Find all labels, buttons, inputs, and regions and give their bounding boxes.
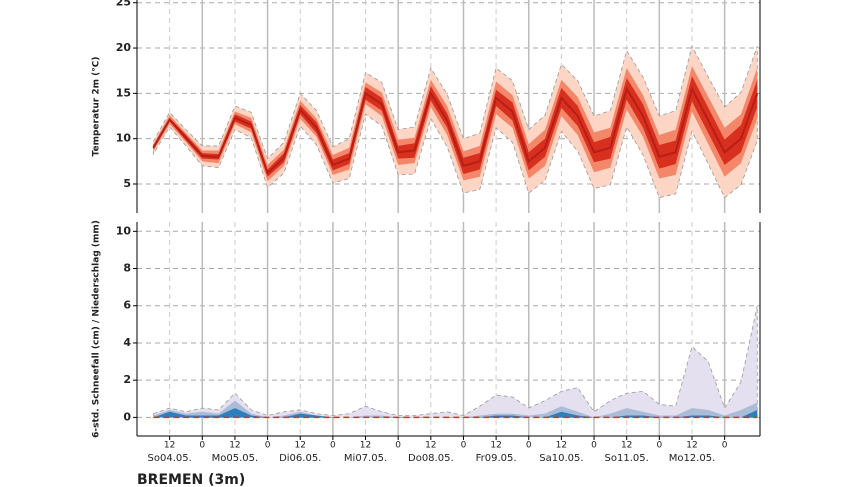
day-label: Mo05.05. [212,453,259,464]
y-tick-label: 4 [123,336,131,349]
day-label: Di06.05. [279,453,321,464]
median-line [152,86,759,175]
x-tick-label: 0 [395,441,401,451]
day-label: Fr09.05. [476,453,517,464]
ensemble-band [153,76,758,177]
x-tick-label: 0 [461,441,467,451]
plot-area [137,0,760,213]
x-tick-label: 12 [425,441,436,451]
y-tick-label: 25 [116,0,131,9]
y-axis-label: 6-std. Schneefall (cm) / Niederschlag (m… [92,220,102,438]
y-tick-label: 8 [123,262,131,275]
y-tick-label: 6 [123,299,131,312]
precip-area [152,305,758,418]
y-axis-label: Temperatur 2m (°C) [92,57,102,157]
day-label: So04.05. [148,453,192,464]
day-label: So11.05. [605,453,649,464]
x-tick-label: 0 [722,441,728,451]
x-tick-label: 12 [164,441,175,451]
x-tick-label: 0 [656,441,662,451]
day-label: Mo12.05. [669,453,716,464]
x-tick-label: 12 [621,441,632,451]
x-tick-label: 0 [330,441,336,451]
y-tick-label: 5 [123,177,131,190]
x-tick-label: 12 [295,441,306,451]
day-label: Sa10.05. [539,453,583,464]
location-title: BREMEN (3m) [137,472,245,487]
day-label: Do08.05. [408,453,454,464]
precip-area [153,400,758,418]
x-tick-label: 12 [360,441,371,451]
x-tick-label: 0 [199,441,205,451]
y-tick-label: 15 [116,86,131,99]
y-tick-label: 10 [116,224,132,237]
x-tick-label: 12 [229,441,240,451]
x-tick-label: 12 [490,441,501,451]
x-tick-label: 12 [686,441,697,451]
x-tick-label: 0 [591,441,597,451]
y-tick-label: 0 [123,410,131,423]
y-tick-label: 10 [116,132,132,145]
day-label: Mi07.05. [344,453,387,464]
precip-area [153,408,758,418]
x-tick-label: 0 [526,441,532,451]
y-tick-label: 20 [116,41,132,54]
plot-area [137,222,760,436]
y-tick-label: 2 [123,373,131,386]
x-tick-label: 0 [265,441,271,451]
x-tick-label: 12 [556,441,567,451]
